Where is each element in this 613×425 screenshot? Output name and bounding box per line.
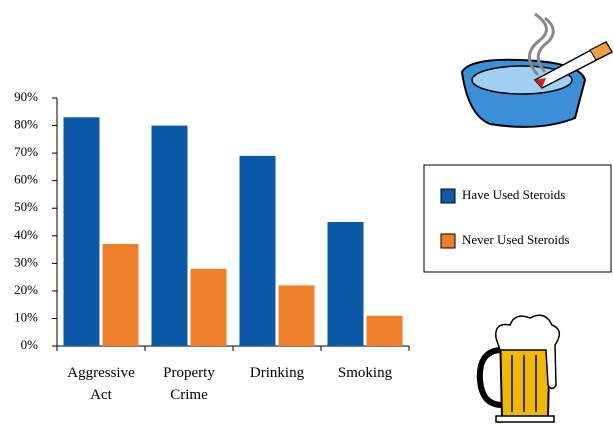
y-tick-label: 30% (14, 254, 38, 269)
bar (278, 285, 315, 346)
bar (366, 315, 403, 346)
x-tick-label: Smoking (337, 365, 393, 381)
bar (63, 117, 100, 347)
legend-label: Have Used Steroids (462, 187, 565, 202)
y-tick-label: 20% (14, 282, 38, 297)
legend-label: Never Used Steroids (462, 232, 570, 247)
y-tick-label: 90% (14, 89, 38, 104)
bar (190, 268, 227, 346)
legend-box (423, 164, 612, 273)
beer-icon (476, 314, 561, 423)
x-tick-label: Drinking (249, 365, 305, 381)
x-tick-label: Aggressive Act (67, 365, 135, 403)
y-tick-label: 60% (14, 172, 38, 187)
bar (327, 222, 364, 346)
y-tick-label: 50% (14, 199, 38, 214)
y-tick-label: 70% (14, 144, 38, 159)
bar (102, 244, 139, 346)
x-tick-label: Property Crime (163, 365, 215, 403)
y-tick-label: 0% (21, 337, 39, 352)
bar (239, 155, 276, 346)
ashtray-icon (460, 12, 613, 128)
legend-swatch (440, 233, 456, 249)
bar (151, 125, 188, 346)
y-tick-label: 40% (14, 227, 38, 242)
y-tick-label: 80% (14, 117, 38, 132)
legend-swatch (440, 188, 456, 204)
y-tick-label: 10% (14, 309, 38, 324)
